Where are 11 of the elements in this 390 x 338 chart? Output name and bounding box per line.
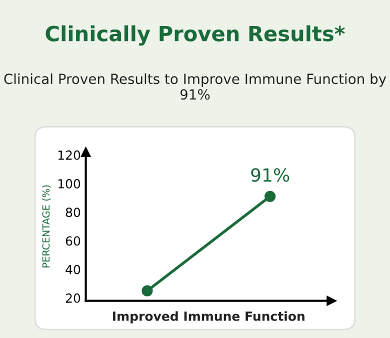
y-tick-label: 60 (66, 236, 80, 246)
y-axis-title: PERCENTAGE (%) (42, 185, 51, 268)
chart-subtitle: Clinical Proven Results to Improve Immune Function by 91% (4, 73, 386, 100)
y-tick-label: 100 (58, 179, 80, 188)
chart-title: Clinically Proven Results* (46, 25, 345, 46)
y-tick-label: 40 (66, 264, 80, 274)
y-tick-label: 20 (66, 293, 80, 303)
y-tick-label: 120 (58, 150, 80, 160)
data-label: 91% (251, 168, 290, 182)
x-axis-title: Improved Immune Function (113, 311, 304, 324)
y-tick-label: 80 (66, 208, 80, 218)
